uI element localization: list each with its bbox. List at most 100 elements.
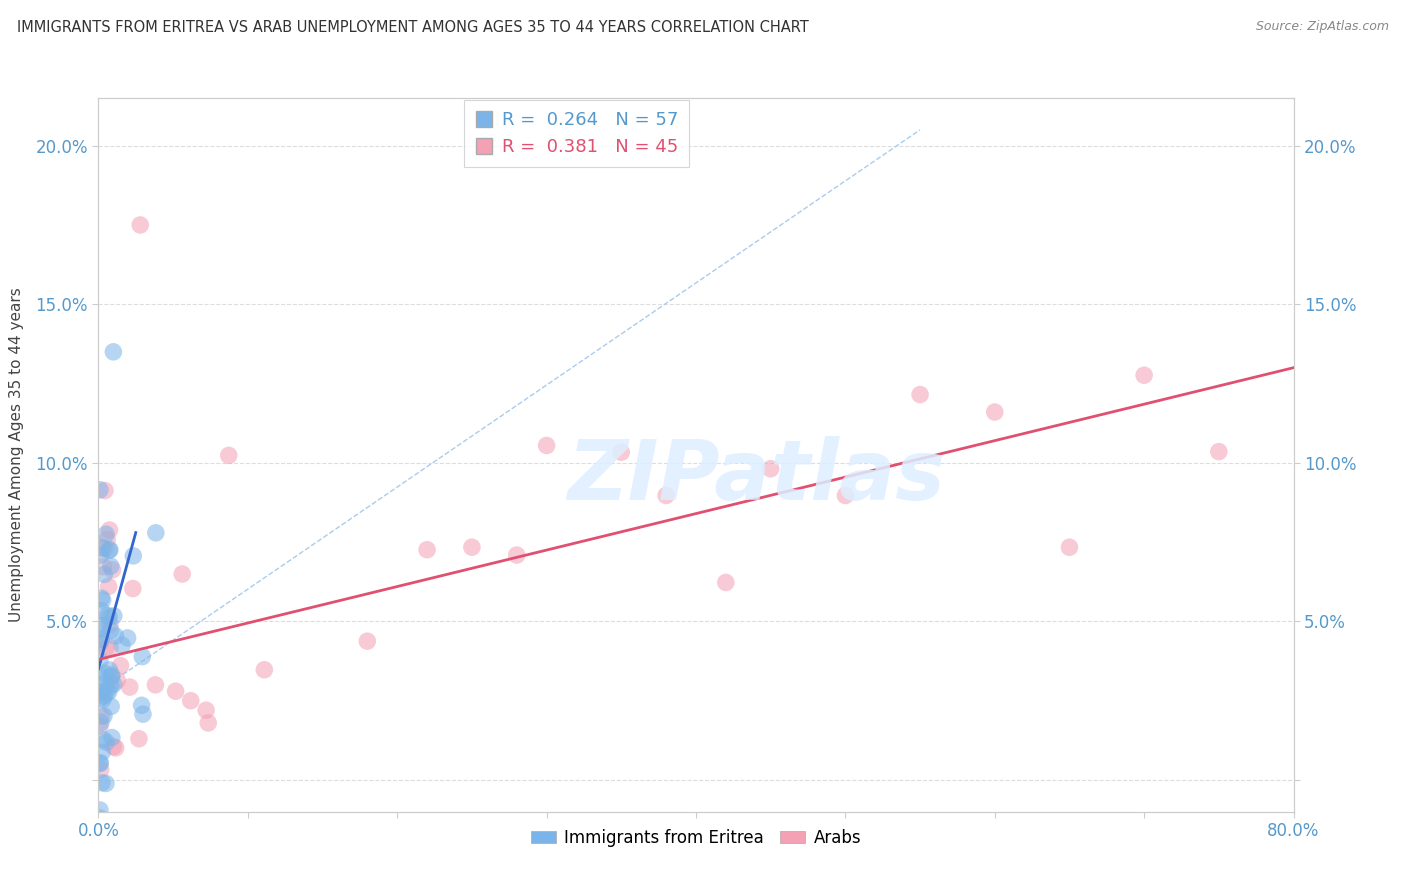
Point [89, 653, 111, 667]
Point [98, 543, 121, 558]
Point [117, 631, 139, 645]
Point [98, 610, 121, 624]
Point [91, 541, 114, 555]
Point [96, 735, 118, 749]
Point [89, 548, 111, 562]
Point [89, 811, 111, 825]
Point [104, 629, 127, 643]
Point [145, 525, 167, 540]
Point [93, 567, 115, 582]
Point [90, 604, 112, 618]
Point [984, 405, 1007, 419]
Point [145, 678, 167, 692]
Point [103, 344, 125, 359]
Point [90, 709, 112, 723]
Point [91, 692, 114, 706]
Point [131, 649, 153, 664]
Y-axis label: Unemployment Among Ages 35 to 44 years: Unemployment Among Ages 35 to 44 years [10, 287, 24, 623]
Point [97, 685, 120, 699]
Point [94, 483, 117, 498]
Point [91, 684, 114, 698]
Point [93, 666, 115, 681]
Point [759, 462, 782, 476]
Point [103, 608, 125, 623]
Point [89, 691, 111, 706]
Point [90, 677, 112, 691]
Point [89, 635, 111, 649]
Point [195, 703, 218, 717]
Point [180, 694, 202, 708]
Point [94, 641, 117, 656]
Point [104, 740, 127, 755]
Point [218, 449, 240, 463]
Point [97, 580, 120, 594]
Point [128, 731, 150, 746]
Point [506, 548, 529, 562]
Point [110, 658, 132, 673]
Point [89, 636, 111, 650]
Point [356, 634, 378, 648]
Point [118, 680, 141, 694]
Point [101, 731, 124, 745]
Point [90, 776, 112, 790]
Point [103, 739, 125, 754]
Point [98, 663, 121, 677]
Point [91, 745, 114, 759]
Point [100, 668, 122, 682]
Point [89, 803, 111, 817]
Point [89, 756, 111, 770]
Point [93, 618, 115, 632]
Point [122, 549, 145, 563]
Point [536, 438, 558, 452]
Point [1133, 368, 1156, 383]
Point [1208, 444, 1230, 458]
Point [655, 488, 678, 502]
Point [129, 218, 152, 232]
Point [91, 732, 114, 747]
Point [100, 624, 122, 638]
Point [94, 776, 117, 790]
Point [93, 689, 115, 703]
Point [90, 669, 112, 683]
Point [98, 617, 121, 632]
Text: IMMIGRANTS FROM ERITREA VS ARAB UNEMPLOYMENT AMONG AGES 35 TO 44 YEARS CORRELATI: IMMIGRANTS FROM ERITREA VS ARAB UNEMPLOY… [17, 20, 808, 35]
Point [121, 582, 143, 596]
Point [90, 715, 112, 730]
Point [461, 540, 484, 554]
Point [908, 387, 931, 401]
Point [96, 608, 118, 623]
Point [90, 632, 112, 647]
Point [100, 670, 122, 684]
Point [100, 679, 122, 693]
Point [98, 542, 121, 557]
Point [89, 686, 111, 700]
Point [94, 541, 117, 556]
Point [93, 559, 115, 574]
Point [98, 523, 121, 537]
Point [105, 673, 128, 688]
Point [416, 542, 439, 557]
Point [89, 483, 111, 497]
Point [96, 533, 118, 547]
Legend: Immigrants from Eritrea, Arabs: Immigrants from Eritrea, Arabs [524, 822, 868, 854]
Point [94, 527, 117, 541]
Point [131, 698, 153, 713]
Point [90, 591, 112, 606]
Point [90, 763, 112, 777]
Point [714, 575, 737, 590]
Point [834, 488, 856, 502]
Point [1059, 541, 1081, 555]
Text: ZIPatlas: ZIPatlas [567, 436, 945, 516]
Point [610, 445, 633, 459]
Point [103, 677, 125, 691]
Point [132, 707, 155, 722]
Point [89, 719, 111, 733]
Point [91, 593, 114, 607]
Point [101, 563, 124, 577]
Point [111, 638, 134, 652]
Point [100, 559, 122, 574]
Point [172, 566, 194, 581]
Point [165, 684, 187, 698]
Text: Source: ZipAtlas.com: Source: ZipAtlas.com [1256, 20, 1389, 33]
Point [98, 640, 121, 655]
